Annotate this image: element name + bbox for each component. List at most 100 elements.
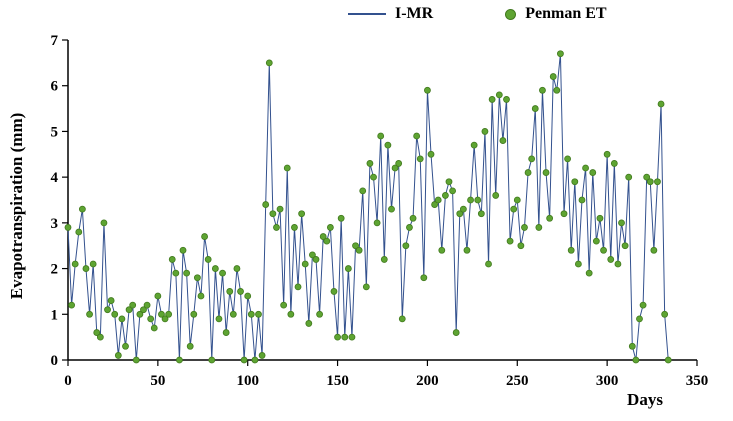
data-point-penman: [636, 315, 643, 323]
data-point-penman: [118, 315, 126, 323]
y-tick-label: 3: [51, 216, 59, 232]
data-point-penman: [291, 224, 298, 231]
data-point-penman: [154, 292, 162, 300]
data-point-penman: [344, 265, 352, 272]
data-point-penman: [485, 260, 492, 268]
data-point-penman: [377, 132, 385, 140]
x-tick-label: 0: [64, 373, 72, 389]
data-point-penman: [312, 256, 320, 263]
data-point-penman: [258, 352, 266, 359]
data-point-penman: [247, 310, 255, 318]
data-point-penman: [366, 160, 374, 167]
data-point-penman: [578, 196, 586, 204]
data-point-penman: [273, 224, 280, 231]
data-point-penman: [193, 274, 201, 282]
data-point-penman: [582, 164, 589, 172]
data-point-penman: [352, 242, 359, 250]
data-point-penman: [409, 214, 417, 222]
legend-item-penman: Penman ET: [505, 5, 607, 23]
data-point-penman: [68, 301, 75, 309]
data-point-penman: [610, 160, 618, 167]
legend: I-MR Penman ET: [348, 5, 607, 23]
data-point-penman: [492, 192, 500, 199]
data-point-penman: [431, 201, 439, 208]
data-point-penman: [449, 187, 456, 195]
data-point-penman: [384, 141, 392, 149]
data-point-penman: [388, 205, 395, 213]
data-point-penman: [75, 228, 83, 236]
data-point-penman: [276, 205, 284, 213]
data-point-penman: [603, 150, 611, 158]
data-point-penman: [517, 242, 525, 250]
data-point-penman: [513, 196, 521, 204]
y-axis-title: Evapotranspiration (mm): [7, 112, 26, 300]
data-point-penman: [402, 242, 410, 250]
x-tick-label: 250: [506, 373, 529, 389]
data-point-penman: [229, 310, 237, 318]
data-point-penman: [481, 128, 489, 135]
data-point-penman: [190, 310, 198, 318]
data-point-penman: [237, 288, 244, 295]
data-point-penman: [269, 210, 277, 218]
data-point-penman: [330, 288, 338, 295]
y-tick-label: 4: [51, 170, 59, 186]
x-tick-label: 200: [416, 373, 439, 389]
data-point-penman: [136, 310, 144, 318]
data-point-penman: [86, 310, 93, 318]
data-point-penman: [176, 356, 183, 364]
data-point-penman: [416, 155, 424, 163]
data-point-penman: [470, 141, 478, 149]
data-point-penman: [621, 242, 629, 250]
data-point-penman: [557, 50, 564, 58]
x-tick-label: 300: [596, 373, 619, 389]
data-point-penman: [589, 169, 597, 176]
data-point-penman: [309, 251, 316, 259]
data-point-penman: [654, 178, 661, 186]
data-point-penman: [211, 265, 219, 272]
data-point-penman: [495, 91, 503, 99]
data-point-penman: [208, 356, 216, 364]
data-point-penman: [618, 219, 625, 227]
data-point-penman: [441, 192, 449, 199]
data-point-penman: [287, 310, 295, 318]
data-point-penman: [186, 342, 194, 350]
x-tick-label: 350: [686, 373, 709, 389]
series-line-imr: [67, 53, 669, 361]
data-point-penman: [107, 297, 115, 304]
data-point-penman: [657, 100, 665, 108]
data-point-penman: [262, 201, 270, 208]
data-point-penman: [150, 324, 158, 332]
data-point-penman: [337, 214, 345, 222]
data-point-penman: [650, 246, 658, 254]
data-point-penman: [359, 187, 367, 195]
data-point-penman: [255, 310, 262, 318]
data-point-penman: [574, 260, 582, 268]
data-point-penman: [78, 205, 86, 213]
data-point-penman: [614, 260, 622, 268]
data-point-penman: [165, 310, 173, 318]
data-point-penman: [424, 86, 431, 94]
data-point-penman: [265, 59, 273, 67]
data-point-penman: [463, 246, 471, 254]
data-point-penman: [168, 256, 176, 263]
data-point-penman: [140, 306, 147, 314]
data-point-penman: [503, 96, 510, 103]
data-point-penman: [607, 256, 615, 263]
x-tick-label: 50: [150, 373, 165, 389]
data-point-penman: [413, 132, 421, 140]
data-point-penman: [398, 315, 406, 323]
x-tick-label: 150: [326, 373, 349, 389]
data-point-penman: [632, 356, 640, 364]
data-point-penman: [553, 86, 561, 94]
data-point-penman: [222, 329, 230, 336]
data-point-penman: [143, 301, 151, 309]
data-point-penman: [571, 178, 579, 186]
data-point-penman: [564, 155, 572, 163]
y-tick-label: 2: [51, 262, 59, 278]
data-point-penman: [326, 224, 334, 231]
y-tick-label: 1: [51, 307, 59, 323]
data-point-penman: [114, 352, 122, 359]
line-series-swatch: [348, 13, 386, 15]
data-point-penman: [89, 260, 97, 268]
